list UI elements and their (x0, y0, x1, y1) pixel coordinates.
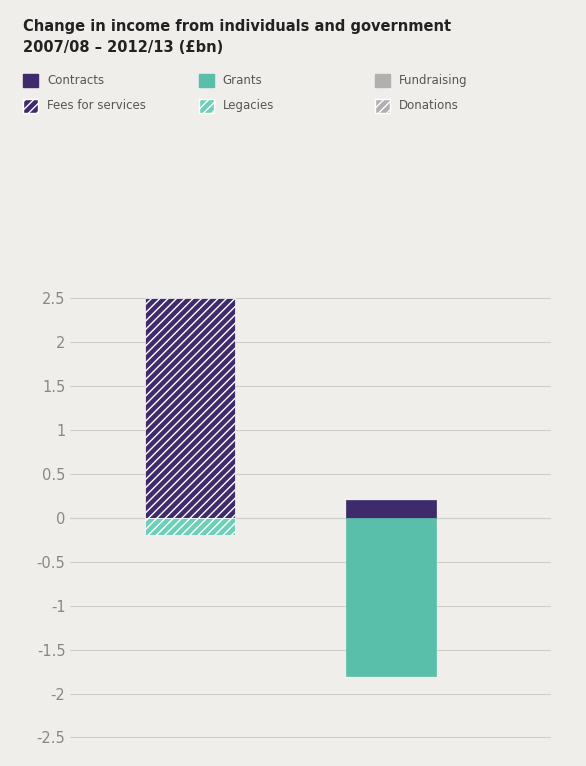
Text: Legacies: Legacies (223, 100, 274, 112)
Text: Grants: Grants (223, 74, 263, 87)
Text: 2007/08 – 2012/13 (£bn): 2007/08 – 2012/13 (£bn) (23, 40, 224, 55)
Text: Donations: Donations (398, 100, 458, 112)
Text: Contracts: Contracts (47, 74, 104, 87)
Text: Fees for services: Fees for services (47, 100, 146, 112)
Bar (145, 518, 236, 535)
Bar (346, 518, 436, 676)
Text: Change in income from individuals and government: Change in income from individuals and go… (23, 19, 452, 34)
Text: Fundraising: Fundraising (398, 74, 467, 87)
Bar (145, 298, 236, 518)
Bar (346, 500, 436, 518)
